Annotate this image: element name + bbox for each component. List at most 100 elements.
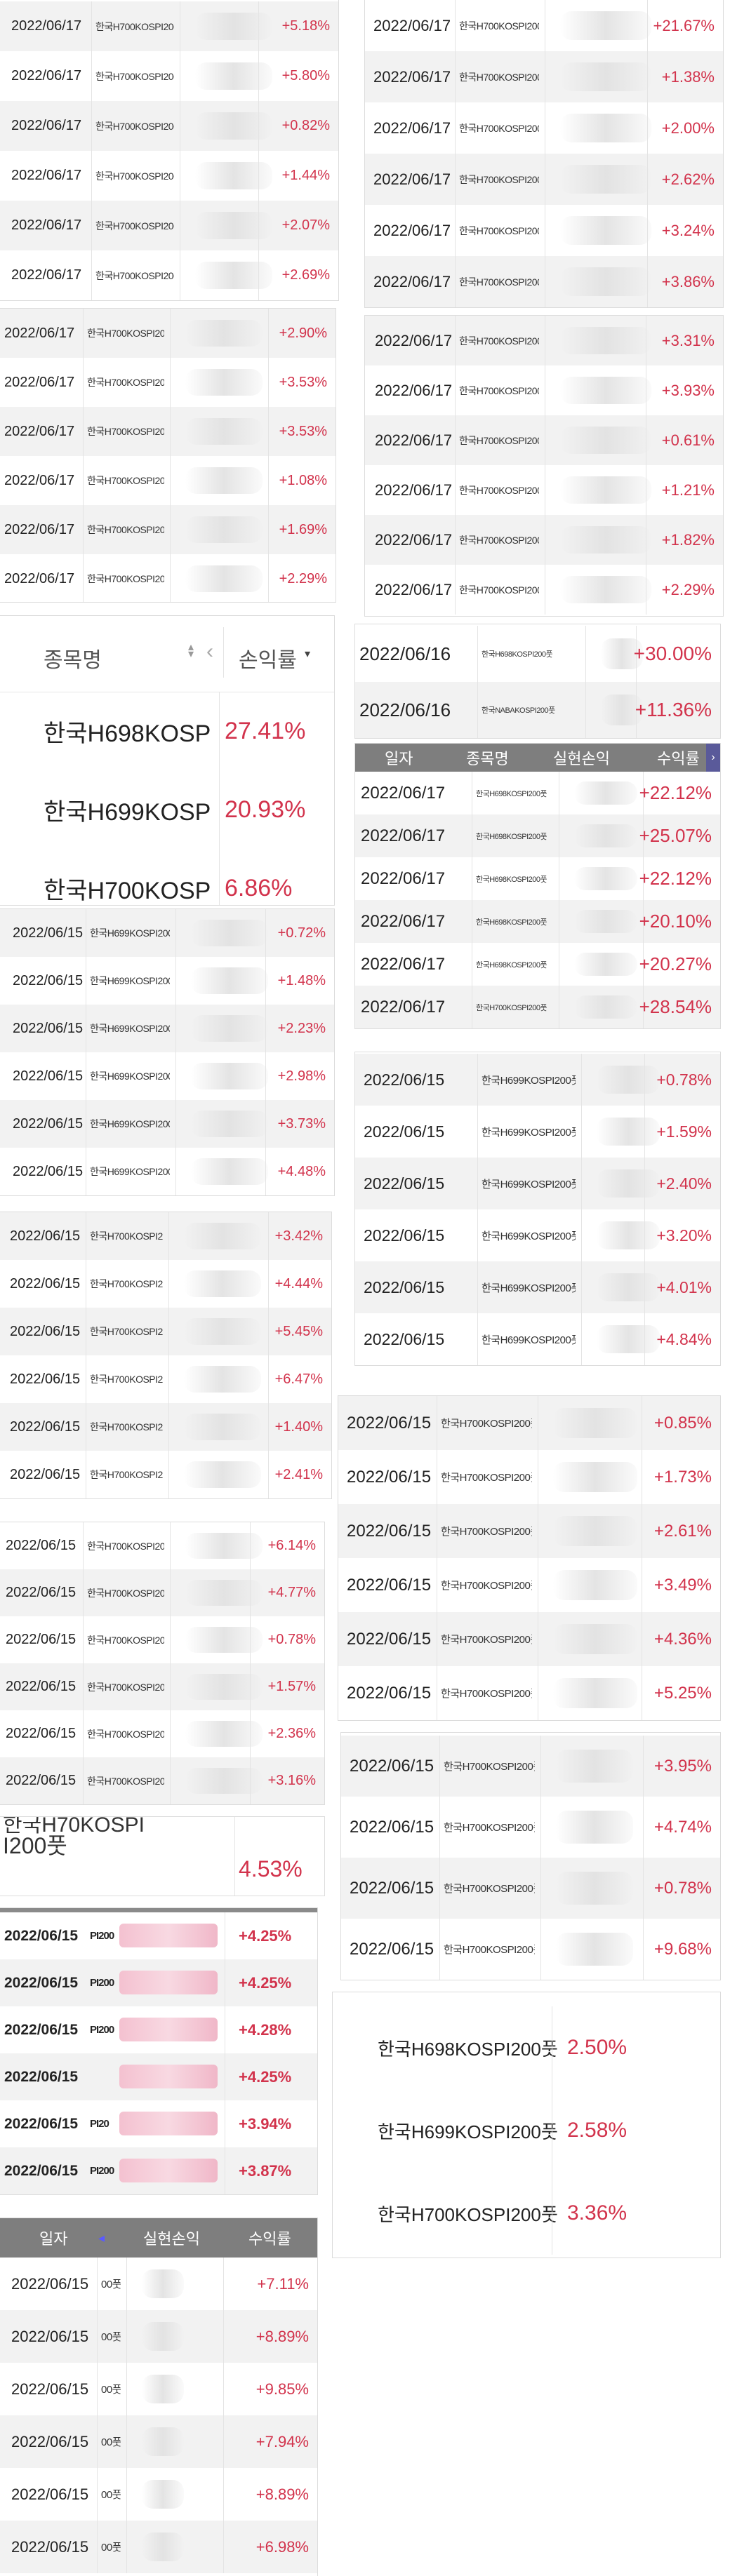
chevron-left-icon[interactable]: ‹ bbox=[206, 640, 213, 663]
table-row[interactable]: 2022/06/15 한국H699KOSPI200풋 +2.23% bbox=[0, 1005, 334, 1052]
list-item[interactable]: 한국H698KOSPI 27.41% bbox=[0, 692, 334, 770]
table-row[interactable]: 2022/06/15 00풋 +6.98% bbox=[0, 2521, 317, 2573]
table-row[interactable]: 2022/06/17 한국H700KOSPI200풋 +3.31% bbox=[365, 316, 723, 365]
table-row[interactable]: 2022/06/15 한국H700KOSPI200풋 +4.74% bbox=[341, 1797, 720, 1858]
table-row[interactable]: 2022/06/17 한국H700KOSPI200풋 +3.53% bbox=[0, 358, 336, 407]
trade-date: 2022/06/15 bbox=[347, 1629, 432, 1649]
column-header-name[interactable]: 종목명 bbox=[466, 750, 509, 767]
table-row[interactable]: 2022/06/15 PI200 +4.25% bbox=[0, 1912, 317, 1959]
table-row[interactable]: 2022/06/15 한국H700KOSPI200풋 +2.36% bbox=[0, 1710, 324, 1757]
table-row[interactable]: 2022/06/15 00풋 +7.94% bbox=[0, 2415, 317, 2468]
table-row[interactable]: 2022/06/15 한국H700KOSPI200풋 +5.45% bbox=[0, 1308, 331, 1355]
table-row[interactable]: 2022/06/15 한국H700KOSPI200풋 +4.44% bbox=[0, 1260, 331, 1308]
column-divider bbox=[219, 849, 220, 905]
table-row[interactable]: 2022/06/17 한국H700KOSPI200풋 +3.93% bbox=[365, 365, 723, 415]
table-row[interactable]: 2022/06/15 PI200 +4.25% bbox=[0, 1959, 317, 2006]
table-row[interactable]: 2022/06/17 한국H700KOSPI200풋 +2.90% bbox=[0, 309, 336, 358]
table-row[interactable]: 2022/06/15 한국H699KOSPI200풋 +1.48% bbox=[0, 957, 334, 1005]
table-row[interactable]: 2022/06/17 한국H700KOSPI200풋 +21.67% bbox=[365, 0, 723, 51]
table-row[interactable]: 2022/06/17 한국H698KOSPI200풋 +20.10% bbox=[355, 900, 720, 943]
table-row[interactable]: 2022/06/15 한국H700KOSPI200풋 +4.77% bbox=[0, 1569, 324, 1616]
table-row[interactable]: 2022/06/15 PI200 +3.87% bbox=[0, 2147, 317, 2194]
table-row[interactable]: 2022/06/17 한국H698KOSPI200풋 +20.27% bbox=[355, 943, 720, 986]
table-row[interactable]: 2022/06/17 한국H700KOSPI200풋 +1.69% bbox=[0, 505, 336, 554]
table-row[interactable]: 2022/06/15 한국H699KOSPI200풋 +4.48% bbox=[0, 1148, 334, 1195]
table-row[interactable]: 2022/06/17 한국H700KOSPI200풋 +3.53% bbox=[0, 407, 336, 456]
table-row[interactable]: 2022/06/17 한국H698KOSPI200풋 +22.12% bbox=[355, 857, 720, 900]
table-row[interactable]: 2022/06/15 한국H700KOSPI200풋 +6.47% bbox=[0, 1355, 331, 1403]
table-row[interactable]: 2022/06/17 한국H700KOSPI200풋 +1.08% bbox=[0, 456, 336, 505]
column-header-return[interactable]: 수익률 bbox=[248, 2230, 291, 2248]
table-row[interactable]: 2022/06/17 한국H700KOSPI200풋 +2.07% bbox=[0, 201, 338, 250]
table-row[interactable]: 2022/06/15 한국H699KOSPI200풋 +4.84% bbox=[355, 1313, 720, 1365]
table-row[interactable]: 2022/06/15 한국H700KOSPI200풋 +3.16% bbox=[0, 1757, 324, 1804]
table-row[interactable]: 2022/06/15 한국H699KOSPI200풋 +3.73% bbox=[0, 1100, 334, 1148]
table-row[interactable]: 2022/06/15 한국H700KOSPI200풋 +6.14% bbox=[0, 1522, 324, 1569]
table-row[interactable]: 2022/06/17 한국H700KOSPI200풋 +3.24% bbox=[365, 205, 723, 256]
table-row[interactable]: 2022/06/15 한국H700KOSPI200풋 +5.25% bbox=[338, 1666, 720, 1720]
table-row[interactable]: 2022/06/17 한국H700KOSPI200풋 +2.69% bbox=[0, 250, 338, 300]
table-row[interactable]: 2022/06/15 PI200 +4.28% bbox=[0, 2006, 317, 2053]
table-row[interactable]: 2022/06/15 한국H699KOSPI200풋 +0.72% bbox=[0, 909, 334, 957]
column-header-return[interactable]: 손익률 bbox=[239, 649, 297, 672]
table-row[interactable]: 2022/06/15 한국H700KOSPI200풋 +9.68% bbox=[341, 1919, 720, 1980]
caret-down-icon[interactable]: ▾ bbox=[305, 648, 311, 660]
caret-left-icon[interactable]: ◂ bbox=[98, 2230, 105, 2245]
table-row[interactable]: 2022/06/15 +4.25% bbox=[0, 2053, 317, 2100]
table-row[interactable]: 2022/06/15 한국H700KOSPI200풋 +2.41% bbox=[0, 1451, 331, 1498]
table-row[interactable]: 2022/06/17 한국H700KOSPI200풋 +0.61% bbox=[365, 415, 723, 465]
table-row[interactable]: 2022/06/15 한국H700KOSPI200풋 +0.78% bbox=[0, 1616, 324, 1663]
list-item[interactable]: 한국H699KOSPI 20.93% bbox=[0, 770, 334, 849]
list-item[interactable]: 한국H700KOSPI200풋 3.36% bbox=[333, 2172, 720, 2255]
column-header-name[interactable]: 종목명 bbox=[44, 649, 102, 672]
list-item[interactable]: 한국H700KOSPI 6.86% bbox=[0, 849, 334, 905]
table-row[interactable]: 2022/06/17 한국H700KOSPI200풋 +5.80% bbox=[0, 51, 338, 101]
table-row[interactable]: 2022/06/17 한국H700KOSPI200풋 +2.29% bbox=[0, 554, 336, 602]
table-row[interactable]: 2022/06/17 한국H700KOSPI200풋 +28.54% bbox=[355, 986, 720, 1028]
table-row[interactable]: 2022/06/15 한국H700KOSPI200풋 +1.73% bbox=[338, 1450, 720, 1504]
table-row[interactable]: 2022/06/17 한국H700KOSPI200풋 +1.38% bbox=[365, 51, 723, 102]
table-row[interactable]: 2022/06/15 한국H700KOSPI200풋 +3.49% bbox=[338, 1558, 720, 1612]
table-row[interactable]: 2022/06/15 한국H700KOSPI200풋 +3.42% bbox=[0, 1212, 331, 1260]
table-row[interactable]: 2022/06/15 한국H700KOSPI200풋 +3.95% bbox=[341, 1736, 720, 1797]
table-row[interactable]: 2022/06/17 한국H700KOSPI200풋 +2.00% bbox=[365, 102, 723, 154]
table-row[interactable]: 2022/06/17 한국H700KOSPI200풋 +1.21% bbox=[365, 465, 723, 515]
table-row[interactable]: 2022/06/17 한국H700KOSPI200풋 +2.62% bbox=[365, 154, 723, 205]
table-row[interactable]: 2022/06/15 한국H700KOSPI200풋 +1.57% bbox=[0, 1663, 324, 1710]
table-row[interactable]: 2022/06/16 한국NABAKOSPI200풋 +11.36% bbox=[355, 682, 720, 738]
table-row[interactable]: 2022/06/17 한국H700KOSPI200풋 +1.82% bbox=[365, 515, 723, 565]
table-row[interactable]: 2022/06/15 한국H699KOSPI200풋 +1.59% bbox=[355, 1106, 720, 1158]
sort-arrows-icon[interactable]: ▴ ▾ bbox=[188, 641, 194, 660]
column-header-realized[interactable]: 실현손익 bbox=[553, 750, 610, 767]
column-header-realized[interactable]: 실현손익 bbox=[143, 2230, 200, 2248]
column-header-return[interactable]: 수익률 bbox=[657, 750, 700, 767]
table-row[interactable]: 2022/06/15 한국H700KOSPI200풋 +0.78% bbox=[341, 1858, 720, 1919]
table-row[interactable]: 2022/06/15 PI20 +3.94% bbox=[0, 2100, 317, 2147]
table-row[interactable]: 2022/06/17 한국H698KOSPI200풋 +22.12% bbox=[355, 772, 720, 814]
list-item[interactable]: 한국H698KOSPI200풋 2.50% bbox=[333, 2006, 720, 2089]
table-row[interactable]: 2022/06/15 한국H699KOSPI200풋 +4.01% bbox=[355, 1261, 720, 1313]
table-row[interactable]: 2022/06/15 한국H700KOSPI200풋 +0.85% bbox=[338, 1396, 720, 1450]
table-row[interactable]: 2022/06/15 한국H699KOSPI200풋 +3.20% bbox=[355, 1209, 720, 1261]
table-row[interactable]: 2022/06/15 한국H700KOSPI200풋 +1.40% bbox=[0, 1403, 331, 1451]
table-row[interactable]: 2022/06/17 한국H698KOSPI200풋 +25.07% bbox=[355, 814, 720, 857]
table-row[interactable]: 2022/06/16 한국H698KOSPI200풋 +30.00% bbox=[355, 626, 720, 682]
table-row[interactable]: 2022/06/17 한국H700KOSPI200풋 +1.44% bbox=[0, 151, 338, 201]
table-row[interactable]: 2022/06/15 00풋 +8.89% bbox=[0, 2468, 317, 2521]
table-row[interactable]: 2022/06/15 한국H699KOSPI200풋 +0.78% bbox=[355, 1054, 720, 1106]
table-row[interactable]: 2022/06/17 한국H700KOSPI200풋 +0.82% bbox=[0, 101, 338, 151]
table-row[interactable]: 2022/06/17 한국H700KOSPI200풋 +5.18% bbox=[0, 1, 338, 51]
table-row[interactable]: 2022/06/17 한국H700KOSPI200풋 +3.86% bbox=[365, 256, 723, 307]
table-row[interactable]: 2022/06/15 00풋 +9.85% bbox=[0, 2363, 317, 2415]
table-row[interactable]: 2022/06/17 한국H700KOSPI200풋 +2.29% bbox=[365, 565, 723, 615]
table-row[interactable]: 2022/06/15 00풋 +8.89% bbox=[0, 2310, 317, 2363]
table-row[interactable]: 2022/06/15 한국H699KOSPI200풋 +2.98% bbox=[0, 1052, 334, 1100]
table-row[interactable]: 2022/06/15 00풋 +7.11% bbox=[0, 2258, 317, 2310]
column-header-date[interactable]: 일자 bbox=[39, 2230, 68, 2248]
table-row[interactable]: 2022/06/15 한국H700KOSPI200풋 +2.61% bbox=[338, 1504, 720, 1558]
chevron-right-icon[interactable]: › bbox=[706, 744, 720, 772]
table-row[interactable]: 2022/06/15 한국H700KOSPI200풋 +4.36% bbox=[338, 1612, 720, 1666]
column-header-date[interactable]: 일자 bbox=[385, 750, 413, 767]
table-row[interactable]: 2022/06/15 한국H699KOSPI200풋 +2.40% bbox=[355, 1158, 720, 1209]
list-item[interactable]: 한국H699KOSPI200풋 2.58% bbox=[333, 2089, 720, 2172]
